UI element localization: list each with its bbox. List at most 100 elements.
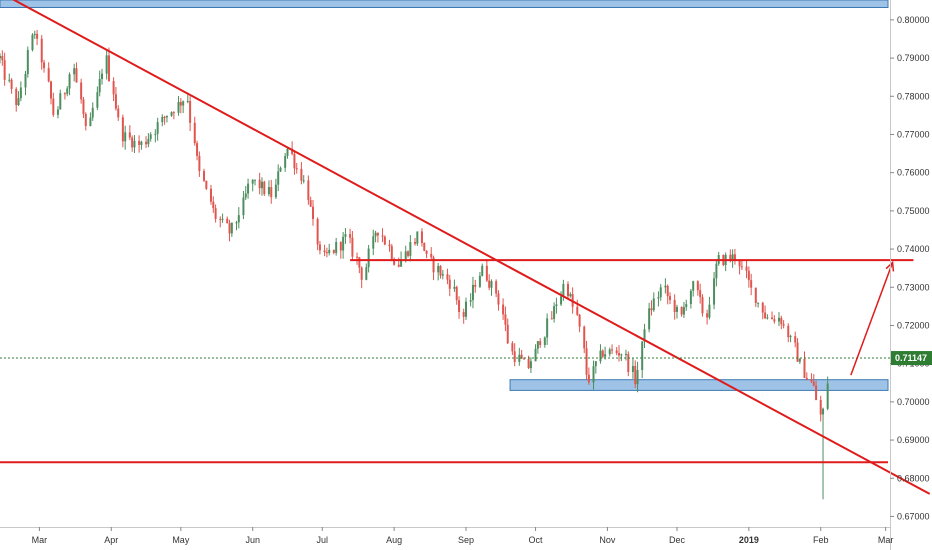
candle-body (254, 179, 257, 181)
candle-body (576, 306, 579, 315)
candle-body (10, 79, 13, 89)
candle-body (105, 55, 108, 74)
candle-body (114, 94, 117, 109)
price-tick-label: 0.77000 (897, 129, 930, 139)
candle-body (490, 281, 493, 288)
time-tick-label: Dec (669, 535, 686, 545)
candle-body (659, 287, 662, 298)
candle-body (585, 348, 588, 375)
candle-body (648, 308, 651, 330)
candle-body (318, 244, 321, 251)
candle-body (295, 168, 298, 170)
price-tick-label: 0.80000 (897, 15, 930, 25)
candle-body (689, 290, 692, 305)
candle-body (182, 101, 185, 106)
price-tick-label: 0.75000 (897, 206, 930, 216)
candle-body (757, 302, 760, 304)
candle-body (780, 317, 783, 325)
candle-body (198, 155, 201, 172)
candle-body (789, 336, 792, 338)
candle-body (502, 304, 505, 315)
candle-body (101, 73, 104, 79)
candle-body (488, 280, 491, 288)
candle-body (284, 155, 287, 168)
price-tick-label: 0.74000 (897, 244, 930, 254)
candle-body (247, 183, 250, 194)
candle-body (235, 222, 238, 224)
time-tick-label: Sep (458, 535, 474, 545)
candle-body (344, 234, 347, 237)
candle-body (19, 87, 22, 99)
candle-body (36, 33, 39, 39)
candle-body (381, 235, 384, 237)
candle-body (699, 290, 702, 298)
candle-body (56, 109, 59, 115)
candle-body (458, 300, 461, 313)
candle-body (495, 281, 498, 294)
candle-body (624, 353, 627, 355)
candle-body (98, 78, 101, 93)
candle-body (3, 60, 6, 80)
candle-body (226, 218, 229, 224)
candle-body (555, 304, 558, 307)
candle-body (782, 324, 785, 326)
candle-body (302, 180, 305, 182)
candle-body (279, 167, 282, 172)
candle-body (17, 98, 20, 106)
candle-body (311, 206, 314, 220)
candle-body (478, 275, 481, 287)
time-tick-label: Mar (32, 535, 48, 545)
candle-body (692, 281, 695, 291)
candle-body (448, 279, 451, 289)
candle-body (351, 237, 354, 257)
candle-body (407, 251, 410, 256)
candle-body (666, 285, 669, 297)
candle-body (209, 188, 212, 202)
candle-body (708, 304, 711, 318)
candle-body (221, 218, 224, 220)
candle-body (420, 231, 423, 243)
candle-body (203, 171, 206, 181)
candle-body (764, 312, 767, 319)
top-resistance-zone (0, 0, 889, 8)
candle-body (747, 270, 750, 281)
candle-body (59, 93, 62, 110)
candle-body (244, 193, 247, 198)
candle-body (471, 284, 474, 301)
candle-body (798, 358, 801, 362)
candle-body (91, 107, 94, 118)
candle-body (631, 366, 634, 373)
candle-body (205, 180, 208, 189)
candle-body (26, 50, 29, 75)
candle-body (620, 354, 623, 356)
candle-body (553, 306, 556, 319)
candle-body (140, 141, 143, 145)
candle-body (274, 184, 277, 198)
candle-body (536, 341, 539, 349)
candle-body (172, 112, 175, 114)
candle-body (815, 385, 818, 401)
candle-body (520, 354, 523, 359)
candle-body (68, 74, 71, 89)
candle-body (777, 317, 780, 322)
zone-layer (0, 0, 889, 391)
candle-body (583, 326, 586, 349)
candle-body (388, 244, 391, 247)
candle-body (230, 222, 233, 234)
candle-body (365, 267, 368, 280)
candle-body (432, 257, 435, 273)
candle-body (822, 408, 825, 415)
current-price-badge-background (891, 351, 932, 366)
candle-body (325, 252, 328, 254)
candle-body (455, 286, 458, 301)
candle-body (376, 232, 379, 236)
current-price-label: 0.71147 (895, 353, 927, 363)
candle-body (339, 242, 342, 251)
candle-body (263, 181, 266, 195)
candle-body (1, 55, 4, 61)
candle-body (812, 381, 815, 386)
candle-body (819, 400, 822, 415)
candle-body (24, 74, 27, 88)
candle-body (664, 285, 667, 288)
